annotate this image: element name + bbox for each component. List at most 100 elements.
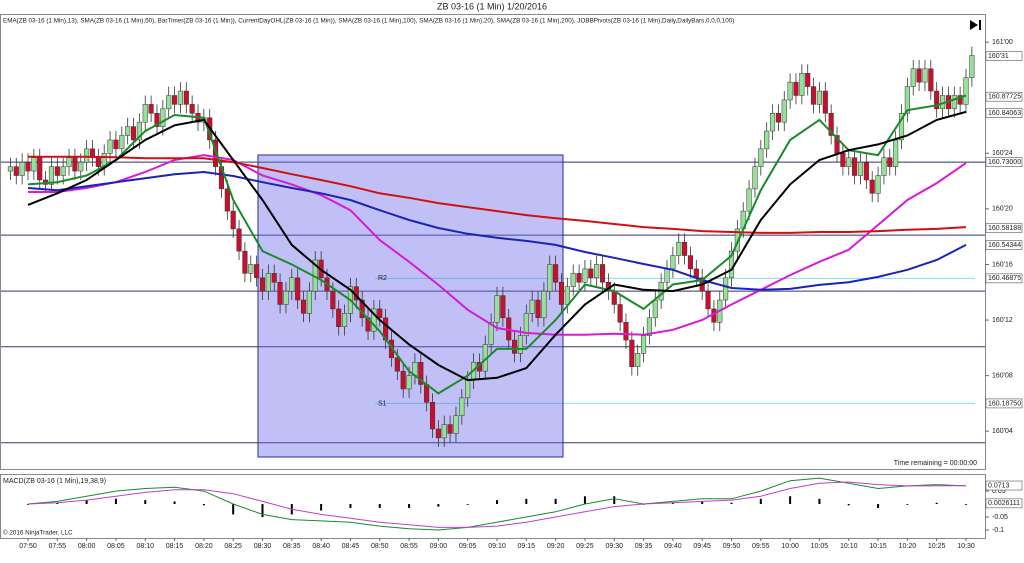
candle-body [687, 255, 694, 270]
candle-body [676, 241, 682, 256]
marks-layer [7, 46, 975, 531]
candle-body [775, 113, 781, 123]
x-tick-label: 09:45 [693, 543, 711, 550]
candle-body [183, 90, 189, 105]
macd-histogram-bar [85, 500, 88, 505]
price-y-tick-label: 160'08 [992, 372, 1013, 379]
candle-body [582, 268, 588, 283]
x-tick-label: 09:30 [605, 543, 623, 550]
candle-body [535, 299, 541, 319]
candle-body [652, 299, 658, 319]
candle-body [558, 281, 565, 305]
candle-body [300, 299, 307, 314]
x-tick-label: 09:05 [459, 543, 477, 550]
labels-layer: 07:50 07:55 08:00 08:05 08:10 08:15 08:20 08:25… [19, 39, 1023, 550]
macd-histogram-bar [437, 504, 440, 507]
value-box [985, 91, 1023, 102]
candle-body [887, 157, 893, 167]
value-box [985, 51, 1023, 61]
macd-histogram-bar [935, 502, 938, 505]
indicator-list: EMA(ZB 03-16 (1 Min),13), SMA(ZB 03-16 (… [3, 18, 734, 25]
candle-body [60, 166, 66, 176]
macd-histogram-bar [261, 504, 264, 518]
candle-body [418, 362, 424, 385]
candle-body [400, 370, 406, 390]
candle-body [629, 339, 635, 367]
candle-body [840, 153, 846, 167]
x-tick-label: 08:25 [224, 543, 242, 550]
value-box-label: 160.87725 [988, 94, 1021, 101]
ma-line [27, 110, 967, 382]
candle-body [922, 68, 928, 83]
candle-body [242, 250, 248, 274]
x-tick-label: 08:50 [371, 543, 389, 550]
candle-body [166, 95, 172, 110]
candle-body [529, 299, 535, 314]
macd-histogram-bar [525, 498, 528, 505]
candle-body [271, 273, 277, 283]
value-box-label: 160'31 [988, 53, 1009, 60]
macd-y-tick-label: -0.05 [992, 514, 1008, 521]
candle-body [576, 273, 582, 283]
value-box-label: 160.58188 [988, 225, 1021, 232]
value-box [985, 157, 1023, 167]
candle-body [963, 77, 969, 105]
play-button[interactable] [970, 20, 981, 30]
macd-histogram-bar [56, 502, 59, 505]
macd-line [27, 481, 967, 528]
candle-body [594, 264, 600, 279]
candle-body [893, 139, 899, 167]
ma-line [27, 170, 967, 291]
macd-histogram-bar [173, 501, 176, 505]
candle-body [541, 290, 547, 319]
macd-histogram-bar [613, 496, 616, 505]
candle-body [517, 335, 523, 354]
macd-y-tick-label: -0.1 [992, 527, 1004, 534]
candle-body [7, 166, 13, 172]
value-box [985, 480, 1023, 491]
copyright: © 2016 NinjaTrader, LLC [3, 529, 73, 537]
x-tick-label: 09:25 [576, 543, 594, 550]
candle-body [646, 317, 652, 336]
x-tick-label: 08:05 [107, 543, 125, 550]
macd-histogram-bar [554, 498, 557, 505]
value-box [985, 108, 1023, 118]
candle-body [265, 273, 271, 292]
candle-body [875, 175, 881, 194]
candle-body [723, 277, 729, 301]
candle-body [734, 228, 740, 252]
time-remaining: Time remaining = 00:00:00 [894, 460, 977, 467]
value-box-label: 160.54344 [988, 242, 1021, 249]
price-y-tick-label: 160'24 [992, 150, 1013, 157]
macd-histogram-bar [847, 504, 850, 506]
candle-body [248, 264, 254, 274]
candle-body [172, 95, 178, 105]
candle-body [406, 375, 412, 390]
candle-body [259, 277, 266, 292]
x-tick-label: 08:55 [400, 543, 418, 550]
pivot-label: R2 [378, 275, 387, 282]
candle-body [617, 304, 623, 323]
macd-histogram-bar [232, 504, 235, 515]
macd-histogram-bar [144, 500, 147, 505]
candle-body [447, 424, 453, 434]
candle-body [289, 277, 295, 292]
x-tick-label: 09:40 [664, 543, 682, 550]
macd-histogram-bar [114, 498, 117, 505]
macd-histogram-bar [408, 504, 411, 508]
candle-body [236, 228, 242, 252]
macd-histogram-bar [789, 496, 792, 505]
candle-body [283, 290, 289, 305]
value-box-label: 0.0713 [988, 482, 1010, 489]
x-tick-label: 09:50 [723, 543, 741, 550]
candle-body [500, 295, 506, 319]
candle-body [72, 157, 78, 172]
macd-histogram-bar [730, 502, 733, 505]
macd-histogram-bar [202, 504, 205, 506]
candle-body [66, 157, 72, 167]
value-box [985, 240, 1023, 250]
ma-line [28, 155, 967, 234]
x-tick-label: 08:20 [195, 543, 213, 550]
